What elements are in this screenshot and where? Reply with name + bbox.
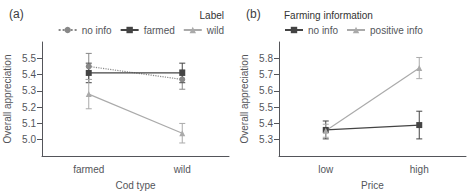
svg-text:5.6: 5.6	[259, 85, 273, 96]
svg-text:5.5: 5.5	[259, 102, 273, 113]
svg-text:no info: no info	[82, 25, 112, 36]
svg-text:farmed: farmed	[73, 164, 104, 175]
svg-text:5.1: 5.1	[22, 118, 36, 129]
svg-text:5.2: 5.2	[22, 102, 36, 113]
svg-text:wild: wild	[206, 25, 224, 36]
svg-text:5.4: 5.4	[259, 118, 273, 129]
svg-text:5.3: 5.3	[22, 85, 36, 96]
svg-text:wild: wild	[173, 164, 191, 175]
svg-text:Price: Price	[361, 180, 384, 191]
svg-text:5.3: 5.3	[259, 134, 273, 145]
svg-text:low: low	[318, 164, 334, 175]
svg-text:(b): (b)	[246, 7, 261, 21]
svg-text:Label: Label	[200, 10, 224, 21]
svg-text:(a): (a)	[9, 7, 24, 21]
svg-text:farmed: farmed	[144, 25, 175, 36]
svg-text:5.0: 5.0	[22, 134, 36, 145]
svg-text:positive info: positive info	[370, 25, 423, 36]
svg-text:Overall appreciation: Overall appreciation	[2, 55, 13, 144]
svg-text:5.8: 5.8	[259, 53, 273, 64]
svg-text:Cod type: Cod type	[115, 180, 155, 191]
svg-text:5.4: 5.4	[22, 69, 36, 80]
svg-text:no info: no info	[308, 25, 338, 36]
svg-text:5.7: 5.7	[259, 69, 273, 80]
svg-text:5.5: 5.5	[22, 53, 36, 64]
svg-text:Overall appreciation: Overall appreciation	[239, 55, 250, 144]
svg-text:high: high	[410, 164, 429, 175]
svg-text:Farming information: Farming information	[284, 10, 373, 21]
